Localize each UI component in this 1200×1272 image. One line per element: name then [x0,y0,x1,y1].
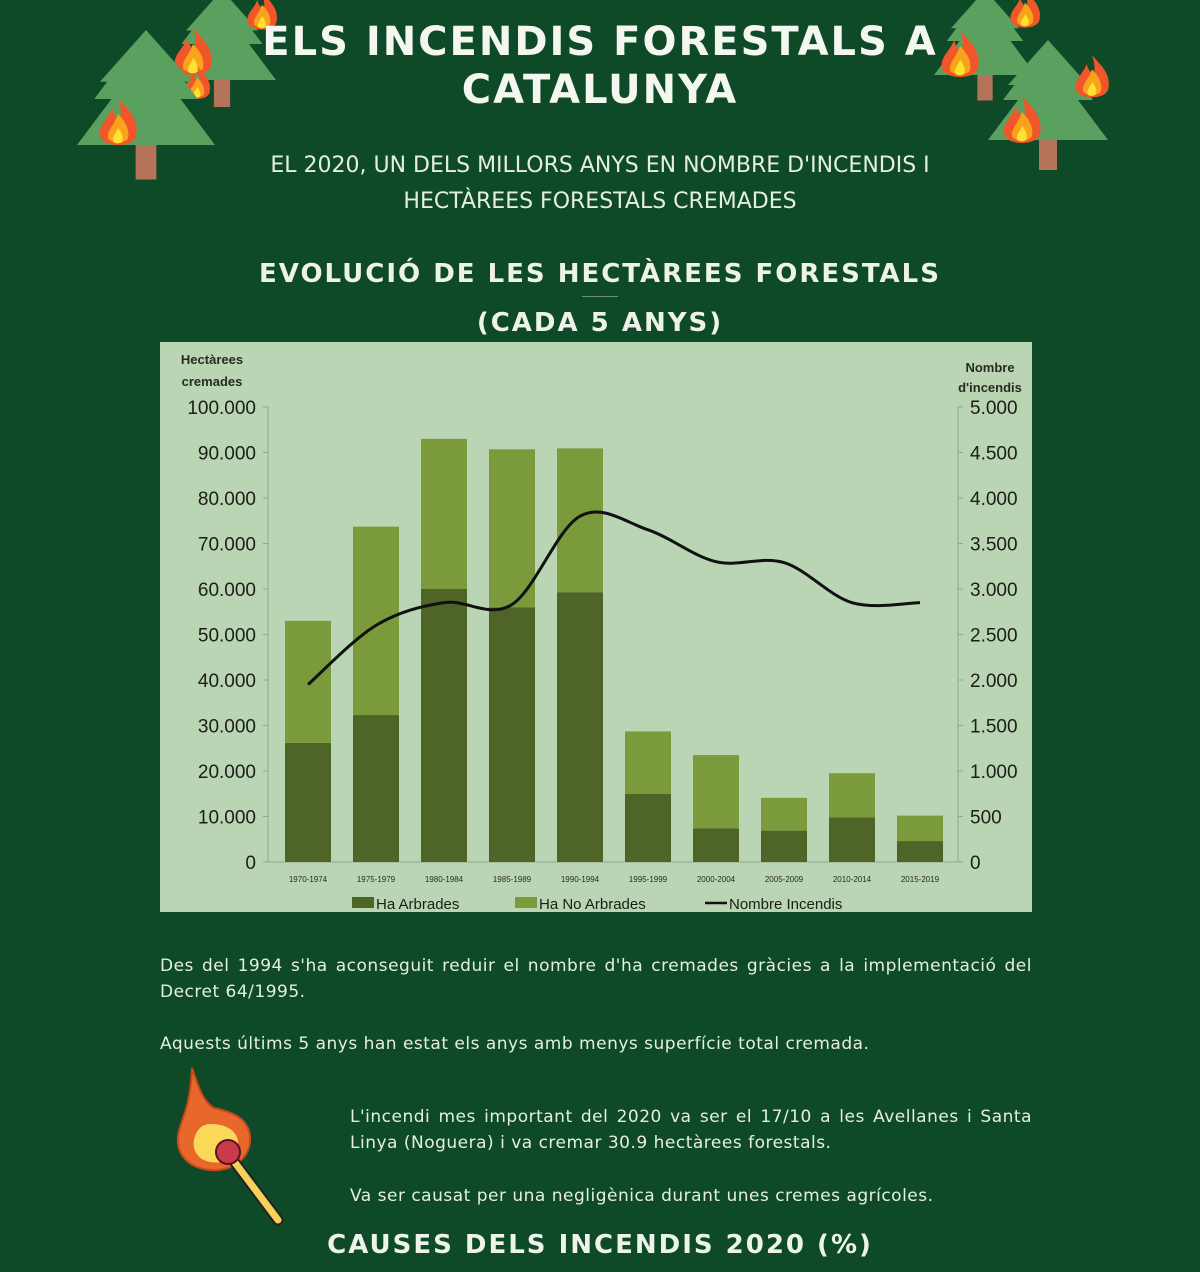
causes-heading: CAUSES DELS INCENDIS 2020 (%) [327,1230,873,1260]
y-tick-label-left: 20.000 [198,762,256,783]
paragraph-decree: Des del 1994 s'ha aconseguit reduir el n… [160,956,1032,1002]
legend-label: Ha No Arbrades [539,896,646,912]
x-tick-label: 2005-2009 [765,875,804,884]
y-right-label-1: Nombre [965,360,1014,375]
chart-heading-line-2: (CADA 5 ANYS) [476,308,724,338]
subtitle-line-1: EL 2020, UN DELS MILLORS ANYS EN NOMBRE … [270,153,930,178]
bar-ha-arbrades [625,793,671,862]
bar-ha-no-arbrades [285,620,331,743]
x-tick-label: 1995-1999 [629,875,668,884]
y-tick-label-right: 1.000 [970,762,1018,783]
bar-ha-no-arbrades [353,526,399,716]
bar-ha-no-arbrades [489,449,535,608]
chart-heading: EVOLUCIÓ DE LES HECTÀREES FORESTALS (CAD… [0,254,1200,343]
x-tick-label: 1970-1974 [289,875,328,884]
x-tick-label: 1975-1979 [357,875,396,884]
line-nombre-incendis [307,510,921,686]
title-line-1: ELS INCENDIS FORESTALS A [262,19,938,65]
y-tick-label-right: 2.500 [970,626,1018,647]
y-left-label-1: Hectàrees [181,352,243,367]
bar-ha-arbrades [421,589,467,862]
bar-ha-no-arbrades [557,448,603,593]
y-tick-label-right: 500 [970,808,1002,829]
y-tick-label-right: 5.000 [970,398,1018,419]
y-tick-label-left: 100.000 [187,398,256,419]
y-tick-label-right: 4.000 [970,489,1018,510]
title-line-2: CATALUNYA [461,67,739,113]
y-tick-label-right: 2.000 [970,671,1018,692]
legend-label: Ha Arbrades [376,896,459,912]
bar-ha-no-arbrades [897,815,943,842]
match-icon [176,1067,284,1226]
bar-ha-arbrades [285,742,331,862]
page-title: ELS INCENDIS FORESTALS A CATALUNYA [0,18,1200,114]
y-tick-label-right: 4.500 [970,444,1018,465]
paragraph-last-years: Aquests últims 5 anys han estat els anys… [160,1034,870,1054]
y-right-label-2: d'incendis [958,380,1022,395]
legend-label: Nombre Incendis [729,896,842,912]
divider [582,296,618,297]
bar-ha-arbrades [557,592,603,862]
x-tick-label: 1990-1994 [561,875,600,884]
y-tick-label-right: 0 [970,853,981,874]
y-tick-label-right: 1.500 [970,717,1018,738]
bar-ha-arbrades [829,817,875,862]
bar-ha-no-arbrades [761,797,807,831]
y-tick-label-left: 10.000 [198,808,256,829]
x-tick-label: 2015-2019 [901,875,940,884]
y-tick-label-left: 80.000 [198,489,256,510]
bar-ha-no-arbrades [625,731,671,794]
paragraph-cause: Va ser causat per una negligènica durant… [350,1186,934,1206]
bar-ha-no-arbrades [693,755,739,829]
legend-swatch [352,897,374,908]
subtitle-line-2: HECTÀREES FORESTALS CREMADES [403,189,797,214]
x-tick-label: 2000-2004 [697,875,736,884]
y-tick-label-left: 70.000 [198,535,256,556]
x-tick-label: 1980-1984 [425,875,464,884]
x-tick-label: 1985-1989 [493,875,532,884]
paragraph-biggest-fire: L'incendi mes important del 2020 va ser … [350,1107,1032,1153]
bar-ha-arbrades [897,841,943,862]
y-tick-label-left: 90.000 [198,444,256,465]
legend-swatch [515,897,537,908]
y-tick-label-left: 60.000 [198,580,256,601]
y-tick-label-left: 40.000 [198,671,256,692]
y-tick-label-left: 50.000 [198,626,256,647]
y-tick-label-left: 0 [245,853,256,874]
y-tick-label-left: 30.000 [198,717,256,738]
bar-ha-no-arbrades [829,773,875,818]
bar-ha-arbrades [693,828,739,862]
bar-ha-arbrades [353,715,399,862]
bar-ha-arbrades [761,830,807,862]
subtitle: EL 2020, UN DELS MILLORS ANYS EN NOMBRE … [200,148,1000,220]
bar-ha-no-arbrades [421,438,467,589]
chart-svg: Hectàrees cremades Nombre d'incendis 0 10… [181,352,1022,912]
bar-ha-arbrades [489,607,535,862]
y-tick-label-right: 3.500 [970,535,1018,556]
x-tick-label: 2010-2014 [833,875,872,884]
y-left-label-2: cremades [182,374,243,389]
chart: Hectàrees cremades Nombre d'incendis 0 10… [160,342,1032,912]
chart-heading-line-1: EVOLUCIÓ DE LES HECTÀREES FORESTALS [259,259,941,289]
y-tick-label-right: 3.000 [970,580,1018,601]
